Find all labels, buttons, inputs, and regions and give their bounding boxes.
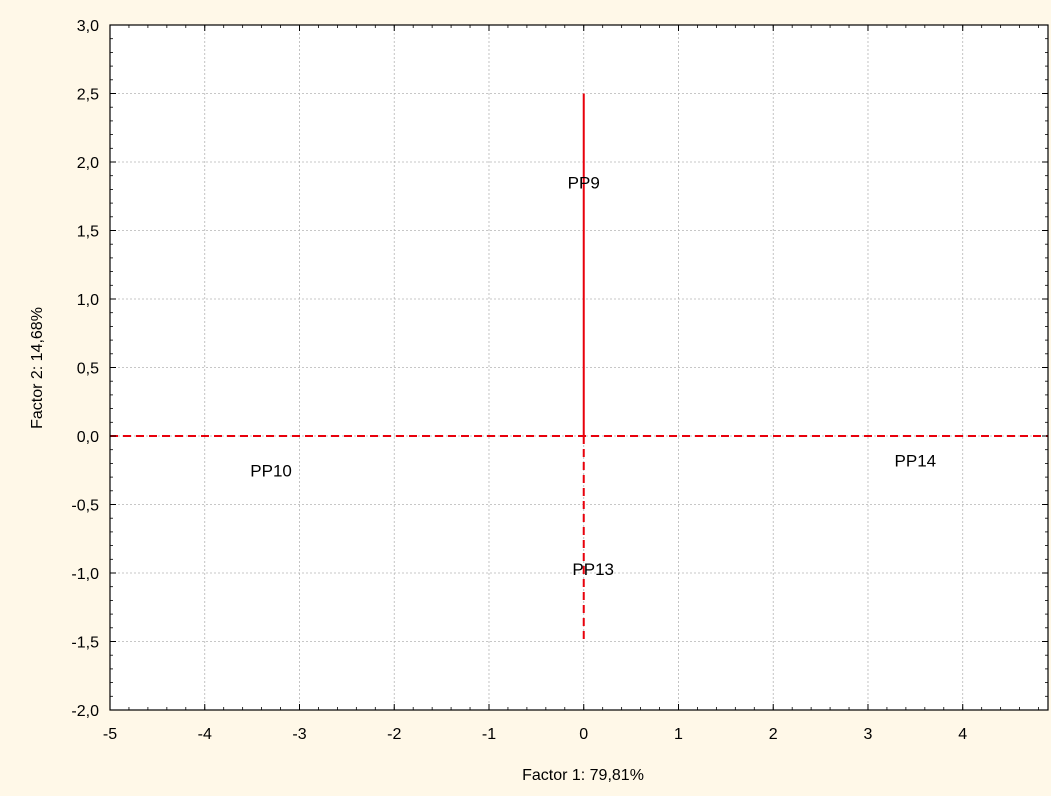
y-tick-label: 3,0	[77, 18, 99, 35]
y-tick-labels: -2,0 -1,5 -1,0 -0,5 0,0 0,5 1,0 1,5 2,0 2,5 3,0	[71, 18, 99, 720]
y-tick-label: 2,5	[77, 87, 99, 104]
point-label-pp9: PP9	[568, 174, 600, 193]
x-tick-label: -4	[198, 726, 212, 743]
x-tick-label: -2	[387, 726, 401, 743]
y-tick-label: -2,0	[71, 703, 99, 720]
reference-lines	[110, 93, 1048, 642]
x-tick-label: -5	[103, 726, 117, 743]
x-tick-label: 1	[674, 726, 683, 743]
y-tick-label: -1,0	[71, 566, 99, 583]
x-tick-label: 0	[579, 726, 588, 743]
point-label-pp14: PP14	[895, 452, 937, 471]
x-tick-label: -1	[482, 726, 496, 743]
y-tick-label: -1,5	[71, 635, 99, 652]
axis-ticks	[109, 24, 1048, 711]
y-tick-label: 1,5	[77, 224, 99, 241]
x-tick-label: 2	[769, 726, 778, 743]
point-label-pp13: PP13	[572, 560, 614, 579]
y-tick-label: 0,0	[77, 429, 99, 446]
y-tick-label: 2,0	[77, 155, 99, 172]
point-labels: PP9 PP10 PP13 PP14	[250, 174, 936, 579]
point-label-pp10: PP10	[250, 461, 292, 480]
x-tick-label: -3	[292, 726, 306, 743]
y-tick-label: 1,0	[77, 292, 99, 309]
y-tick-label: 0,5	[77, 361, 99, 378]
x-axis-title: Factor 1: 79,81%	[522, 767, 644, 784]
x-tick-label: 3	[864, 726, 873, 743]
x-tick-labels: -5 -4 -3 -2 -1 0 1 2 3 4	[103, 726, 967, 743]
y-tick-label: -0,5	[71, 498, 99, 515]
x-tick-label: 4	[958, 726, 967, 743]
y-axis-title: Factor 2: 14,68%	[29, 307, 46, 429]
